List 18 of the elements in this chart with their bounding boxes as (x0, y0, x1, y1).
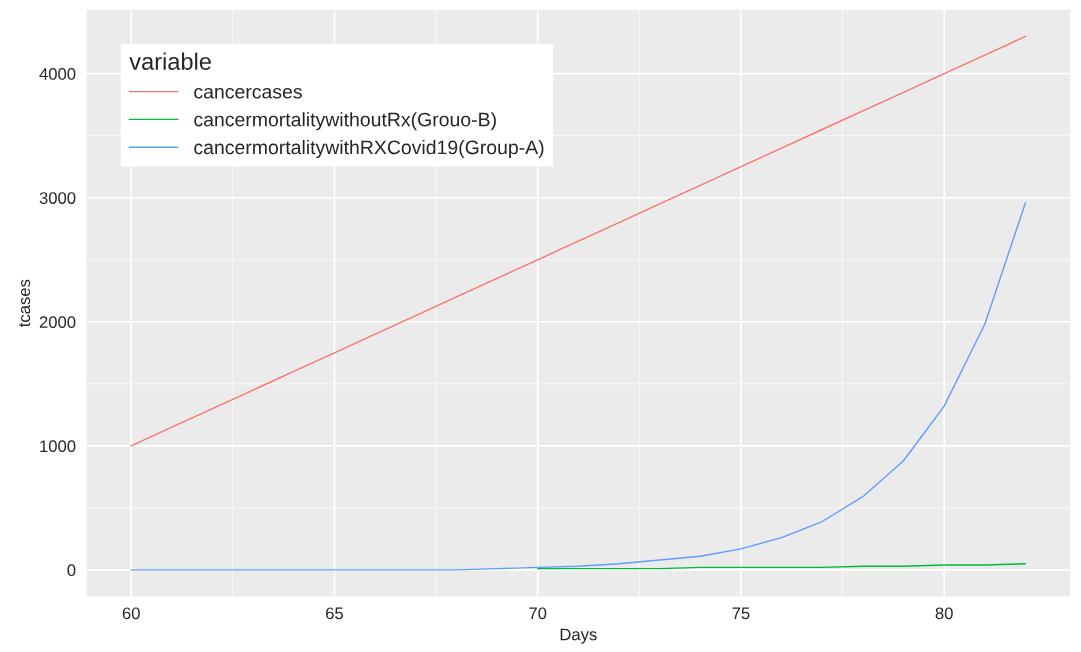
x-tick-label: 80 (935, 607, 953, 620)
y-tick-label: 4000 (39, 68, 76, 80)
x-tick-label: 65 (326, 607, 344, 620)
legend-title: variable (129, 52, 211, 70)
x-tick-label: 60 (122, 607, 140, 620)
x-tick-label: 70 (529, 607, 547, 620)
legend-label: cancercases (194, 87, 302, 99)
line-series (130, 35, 1027, 447)
line-series (130, 201, 1027, 571)
x-axis-title: Days (560, 628, 597, 644)
y-axis-title: tcases (19, 279, 31, 328)
legend-label: cancermortalitywithRXCovid19(Group-A) (194, 139, 544, 159)
y-tick-label: 1000 (40, 440, 76, 453)
y-tick-label: 0 (67, 564, 76, 577)
y-tick-label: 2000 (39, 316, 76, 328)
x-tick-label: 75 (732, 607, 750, 620)
y-tick-label: 3000 (39, 192, 76, 204)
legend-label: cancermortalitywithoutRx(Grouo-B) (194, 112, 496, 131)
